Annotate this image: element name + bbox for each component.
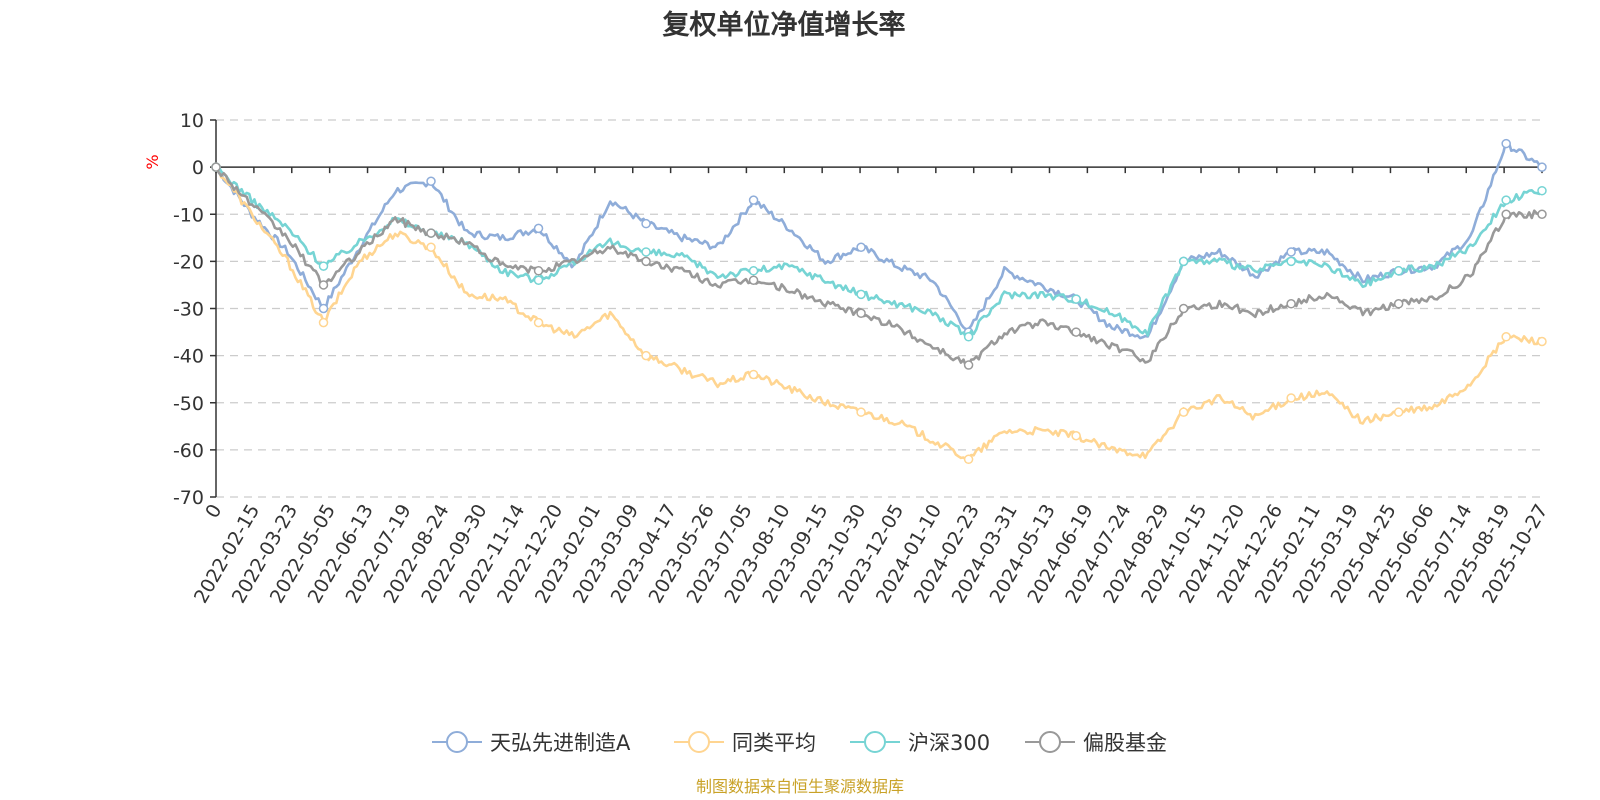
series-point xyxy=(1286,393,1296,403)
series-point xyxy=(1286,299,1296,309)
series-point xyxy=(1286,247,1296,257)
y-tick-label: -30 xyxy=(173,299,204,321)
legend-label: 天弘先进制造A xyxy=(490,731,631,755)
series-point xyxy=(533,275,544,285)
series-point xyxy=(1071,294,1081,304)
series-point xyxy=(641,350,651,361)
series-point xyxy=(1501,138,1511,149)
series-point xyxy=(963,332,974,342)
series-point xyxy=(318,303,329,314)
y-tick-label: 10 xyxy=(180,110,204,132)
legend-item[interactable]: 天弘先进制造A xyxy=(432,731,631,755)
series-point xyxy=(963,454,974,465)
series-point xyxy=(1501,195,1511,205)
series-point xyxy=(641,256,651,267)
legend-label: 沪深300 xyxy=(908,731,990,755)
chart-title: 复权单位净值增长率 xyxy=(663,9,906,41)
series-point xyxy=(426,242,436,252)
series-point xyxy=(318,280,329,290)
legend-swatch-circle xyxy=(446,731,468,753)
grid-lines xyxy=(216,119,1542,498)
series-point xyxy=(1537,336,1547,347)
y-tick-label: -50 xyxy=(173,393,204,415)
series-point xyxy=(748,266,759,276)
series-point xyxy=(426,176,436,187)
series-point xyxy=(641,247,651,257)
y-tick-label: -60 xyxy=(173,440,204,462)
axes: 100-10-20-30-40-50-60-7002022-02-152022-… xyxy=(173,110,1552,607)
series-point xyxy=(856,289,866,300)
series-point xyxy=(1537,185,1547,196)
series-line xyxy=(215,166,1543,461)
series-point xyxy=(1537,209,1547,219)
series-point xyxy=(1501,209,1511,219)
legend-item[interactable]: 同类平均 xyxy=(674,731,816,755)
series-point xyxy=(211,162,221,172)
series-point xyxy=(856,242,866,252)
series-line xyxy=(214,139,1543,340)
series-point xyxy=(1178,407,1189,417)
legend-swatch-circle xyxy=(688,731,710,753)
y-axis-unit: % xyxy=(143,154,162,169)
series-point xyxy=(1178,256,1189,267)
series-point xyxy=(1393,407,1404,417)
series-point xyxy=(963,360,974,370)
series-point xyxy=(426,228,436,238)
series-point xyxy=(318,261,329,271)
legend-swatch-circle xyxy=(1039,731,1061,753)
series-point xyxy=(748,369,759,380)
y-tick-label: -70 xyxy=(173,487,204,509)
legend-label: 同类平均 xyxy=(732,731,816,755)
series-layer xyxy=(211,138,1547,465)
legend-item[interactable]: 偏股基金 xyxy=(1025,731,1167,755)
series-point xyxy=(748,275,759,285)
legend-label: 偏股基金 xyxy=(1083,731,1167,755)
source-note: 制图数据来自恒生聚源数据库 xyxy=(696,777,904,796)
legend[interactable]: 天弘先进制造A 同类平均 沪深300 偏股基金 xyxy=(432,731,1167,755)
series-point xyxy=(1501,332,1511,342)
series-point xyxy=(1071,327,1081,337)
legend-item[interactable]: 沪深300 xyxy=(850,731,990,755)
series-point xyxy=(1393,266,1404,276)
series-point xyxy=(748,195,759,205)
y-tick-label: -20 xyxy=(173,251,204,273)
series-point xyxy=(1286,256,1296,267)
series-point xyxy=(533,266,544,276)
series-point xyxy=(856,407,866,417)
series-point xyxy=(318,317,329,328)
series-point xyxy=(856,308,866,318)
series-point xyxy=(1393,299,1404,309)
series-point xyxy=(533,317,544,328)
series-line xyxy=(215,164,1544,339)
series-point xyxy=(641,218,651,229)
series-point xyxy=(1178,303,1189,314)
series-point xyxy=(1537,162,1547,172)
series-point xyxy=(533,223,544,234)
y-tick-label: 0 xyxy=(192,157,204,179)
y-tick-label: -10 xyxy=(173,204,204,226)
series-point xyxy=(1071,430,1081,441)
series-line xyxy=(214,166,1543,368)
legend-swatch-circle xyxy=(864,731,886,753)
x-tick-label: 0 xyxy=(201,501,226,522)
y-tick-label: -40 xyxy=(173,346,204,368)
